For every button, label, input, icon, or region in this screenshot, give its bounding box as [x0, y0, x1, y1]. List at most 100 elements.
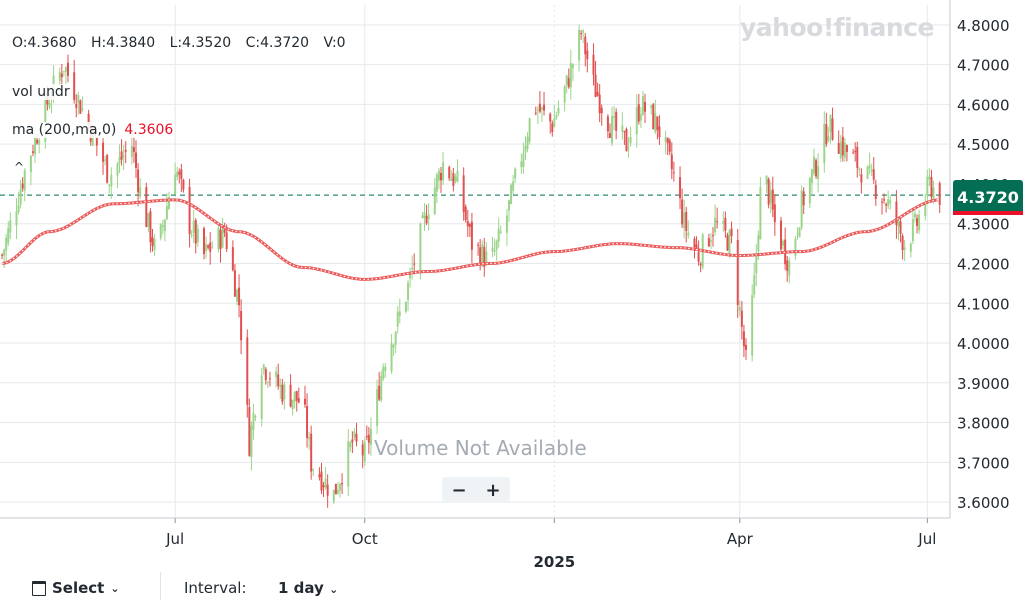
candle-body	[351, 439, 354, 443]
candle-body	[225, 232, 228, 250]
candle-body	[427, 214, 430, 220]
candle-body	[293, 391, 296, 402]
candle-body	[582, 30, 585, 33]
candle-body	[751, 295, 754, 356]
zoom-out-button[interactable]: −	[451, 479, 467, 501]
candle-body	[217, 228, 220, 250]
candle-body	[827, 136, 830, 141]
candle-body	[413, 263, 416, 265]
candle-body	[650, 105, 653, 109]
candle-body	[176, 171, 179, 178]
interval-select[interactable]: 1 day ⌄	[278, 579, 338, 597]
candle-body	[880, 201, 883, 203]
ma-study-label[interactable]: ma (200,ma,0) 4.3606	[12, 122, 174, 138]
candle-body	[839, 141, 842, 159]
chevron-down-icon: ⌄	[329, 583, 339, 596]
candle-body	[147, 213, 150, 227]
candle-body	[815, 160, 818, 177]
candle-body	[679, 177, 682, 199]
candle-body	[439, 172, 442, 181]
candle-body	[652, 104, 655, 129]
candle-body	[404, 301, 407, 312]
candle-body	[122, 155, 125, 158]
candle-body	[130, 145, 133, 157]
candle-body	[277, 374, 280, 387]
candle-body	[611, 116, 614, 144]
candle-body	[668, 140, 671, 152]
candle-body	[641, 96, 644, 115]
candle-body	[598, 94, 601, 114]
candle-body	[205, 244, 208, 252]
candle-body	[782, 240, 785, 246]
candle-body	[411, 268, 414, 270]
candle-body	[29, 155, 32, 173]
candle-body	[522, 153, 525, 167]
candle-body	[219, 229, 222, 249]
zoom-in-button[interactable]: +	[485, 479, 501, 501]
candle-body	[726, 235, 729, 251]
candle-body	[464, 206, 467, 221]
candle-body	[757, 235, 760, 252]
candle-body	[209, 242, 212, 252]
candle-body	[159, 224, 162, 239]
yahoo-finance-logo: yahoo!finance	[740, 13, 934, 42]
candle-body	[452, 172, 455, 186]
x-tick-label: Jul	[917, 530, 936, 548]
candle-body	[67, 62, 70, 76]
candle-body	[497, 228, 500, 242]
candle-body	[190, 234, 193, 236]
candle-body	[580, 33, 583, 35]
volume-not-available: Volume Not Available	[374, 436, 587, 460]
candle-body	[361, 444, 364, 456]
candle-body	[3, 249, 6, 256]
chevron-up-icon[interactable]: ^	[14, 160, 25, 174]
candle-body	[709, 240, 712, 243]
select-button[interactable]: Select ⌄	[32, 579, 120, 597]
candle-body	[233, 270, 236, 297]
candle-body	[266, 382, 269, 384]
candle-body	[153, 238, 156, 251]
candle-body	[854, 150, 857, 153]
candle-body	[425, 215, 428, 224]
candle-body	[79, 100, 82, 114]
candle-body	[1, 254, 4, 256]
candle-body	[788, 260, 791, 276]
candle-body	[681, 199, 684, 225]
candle-body	[639, 114, 642, 121]
candle-body	[728, 230, 731, 255]
candle-body	[165, 205, 168, 219]
candle-body	[644, 101, 647, 112]
candle-body	[932, 187, 935, 200]
volume-study-label[interactable]: vol undr	[12, 84, 70, 100]
y-tick-label: 4.0000	[957, 335, 1010, 353]
candle-body	[81, 108, 84, 110]
candle-body	[104, 159, 107, 161]
candle-body	[512, 181, 515, 191]
candle-body	[462, 175, 465, 212]
candle-body	[635, 107, 638, 135]
candle-body	[44, 96, 47, 142]
interval-value: 1 day	[278, 579, 324, 597]
ohlc-readout: O:4.3680 H:4.3840 L:4.3520 C:4.3720 V:0	[12, 35, 356, 51]
candle-body	[470, 221, 473, 250]
candle-body	[485, 251, 488, 265]
y-tick-label: 3.9000	[957, 375, 1010, 393]
candle-body	[866, 166, 869, 179]
candle-body	[250, 425, 253, 458]
candle-body	[856, 146, 859, 168]
candle-body	[303, 398, 306, 405]
candle-body	[664, 137, 667, 142]
candle-body	[794, 238, 797, 256]
candle-body	[911, 219, 914, 242]
candle-body	[454, 176, 457, 182]
candle-body	[843, 142, 846, 158]
candle-body	[31, 151, 34, 153]
candle-body	[569, 63, 572, 88]
candle-body	[23, 170, 26, 191]
candle-body	[491, 247, 494, 252]
candle-body	[938, 183, 941, 205]
candle-body	[139, 187, 142, 197]
candle-body	[324, 478, 327, 489]
candle-body	[468, 223, 471, 227]
